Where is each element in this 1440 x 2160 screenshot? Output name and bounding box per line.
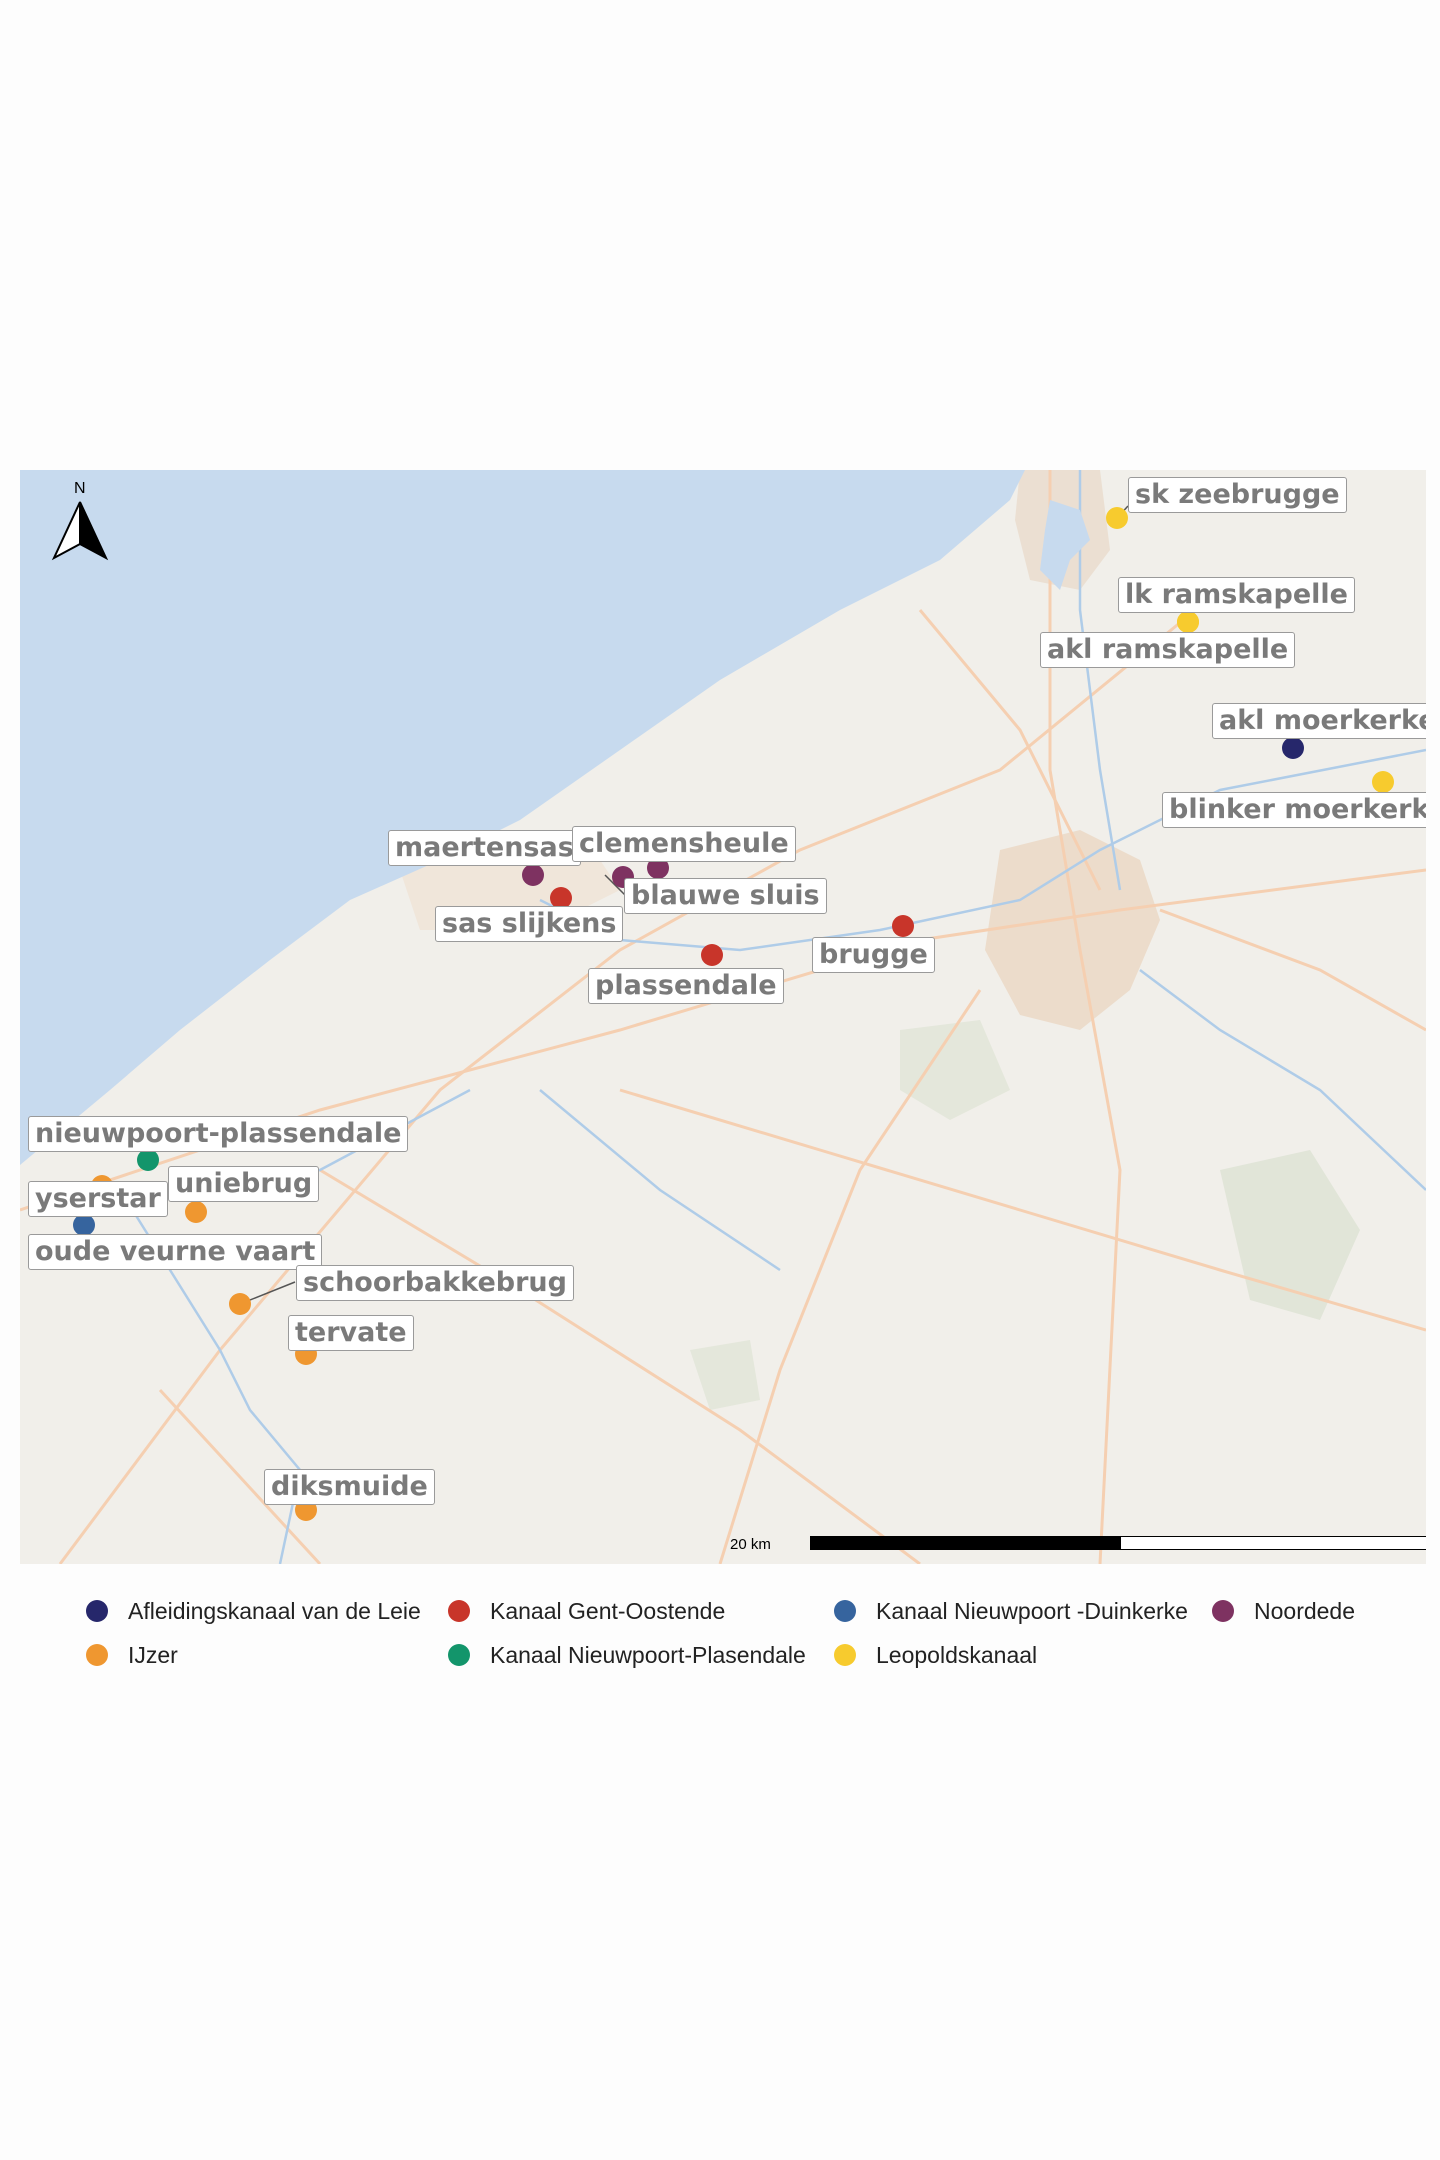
- station-label: schoorbakkebrug: [296, 1265, 574, 1301]
- station-marker[interactable]: [701, 944, 723, 966]
- station-label: lk ramskapelle: [1118, 577, 1355, 613]
- station-marker[interactable]: [1372, 771, 1394, 793]
- station-label: tervate: [288, 1315, 414, 1351]
- legend-swatch: [1212, 1600, 1234, 1622]
- legend-item: Noordede: [1212, 1596, 1355, 1626]
- legend-item: Kanaal Nieuwpoort -Duinkerke: [834, 1596, 1188, 1626]
- station-marker[interactable]: [73, 1214, 95, 1236]
- scale-bar: 20 km: [730, 1532, 1426, 1556]
- station-label: diksmuide: [264, 1469, 435, 1505]
- station-label: clemensheule: [572, 826, 796, 862]
- legend-item: Leopoldskanaal: [834, 1640, 1037, 1670]
- legend-swatch: [834, 1600, 856, 1622]
- legend-label: Kanaal Nieuwpoort-Plasendale: [490, 1641, 806, 1668]
- station-marker[interactable]: [647, 857, 669, 879]
- station-label: plassendale: [588, 968, 784, 1004]
- station-marker[interactable]: [892, 915, 914, 937]
- station-marker[interactable]: [550, 887, 572, 909]
- legend-label: Noordede: [1254, 1597, 1356, 1624]
- station-label: nieuwpoort-plassendale: [28, 1116, 409, 1152]
- north-sea: [20, 470, 1025, 1165]
- green-patch: [900, 1020, 1010, 1120]
- green-patch: [690, 1340, 760, 1410]
- legend-item: IJzer: [86, 1640, 178, 1670]
- station-label: akl moerkerke: [1212, 703, 1426, 739]
- station-label: yserstar: [28, 1181, 168, 1217]
- legend: Afleidingskanaal van de Leie Kanaal Gent-…: [86, 1596, 1426, 1686]
- green-patch: [1220, 1150, 1360, 1320]
- legend-label: Kanaal Gent-Oostende: [490, 1597, 726, 1624]
- station-marker[interactable]: [1106, 507, 1128, 529]
- legend-item: Kanaal Nieuwpoort-Plasendale: [448, 1640, 806, 1670]
- north-arrow: N: [50, 480, 110, 561]
- brugge-urban-area: [985, 830, 1160, 1030]
- zeebrugge-port: [1040, 500, 1090, 590]
- legend-item: Afleidingskanaal van de Leie: [86, 1596, 421, 1626]
- station-label: akl ramskapelle: [1040, 632, 1296, 668]
- station-marker[interactable]: [1177, 611, 1199, 633]
- station-marker[interactable]: [185, 1201, 207, 1223]
- scale-bar-black-segment: [810, 1536, 1122, 1550]
- legend-swatch: [86, 1644, 108, 1666]
- station-marker[interactable]: [522, 864, 544, 886]
- legend-label: Leopoldskanaal: [876, 1641, 1038, 1668]
- legend-swatch: [86, 1600, 108, 1622]
- scale-bar-label: 20 km: [730, 1536, 771, 1553]
- legend-label: Kanaal Nieuwpoort -Duinkerke: [876, 1597, 1188, 1624]
- station-label: brugge: [812, 937, 935, 973]
- station-label: sas slijkens: [435, 906, 624, 942]
- station-label: sk zeebrugge: [1128, 477, 1347, 513]
- station-marker[interactable]: [229, 1293, 251, 1315]
- station-label: maertensas: [388, 830, 581, 866]
- compass-icon: [51, 501, 109, 561]
- scale-bar-white-segment: [1120, 1536, 1426, 1550]
- legend-swatch: [448, 1644, 470, 1666]
- legend-item: Kanaal Gent-Oostende: [448, 1596, 725, 1626]
- legend-swatch: [834, 1644, 856, 1666]
- legend-label: Afleidingskanaal van de Leie: [128, 1597, 421, 1624]
- station-label: blinker moerkerke: [1162, 792, 1426, 828]
- station-label: oude veurne vaart: [28, 1234, 323, 1270]
- legend-label: IJzer: [128, 1641, 178, 1668]
- map-panel[interactable]: N 20 km sk zeebrugge lk ramskapelle akl ra…: [20, 470, 1426, 1564]
- north-arrow-label: N: [74, 480, 86, 497]
- station-marker[interactable]: [1282, 737, 1304, 759]
- legend-swatch: [448, 1600, 470, 1622]
- station-label: blauwe sluis: [624, 878, 827, 914]
- station-marker[interactable]: [137, 1149, 159, 1171]
- station-label: uniebrug: [168, 1166, 320, 1202]
